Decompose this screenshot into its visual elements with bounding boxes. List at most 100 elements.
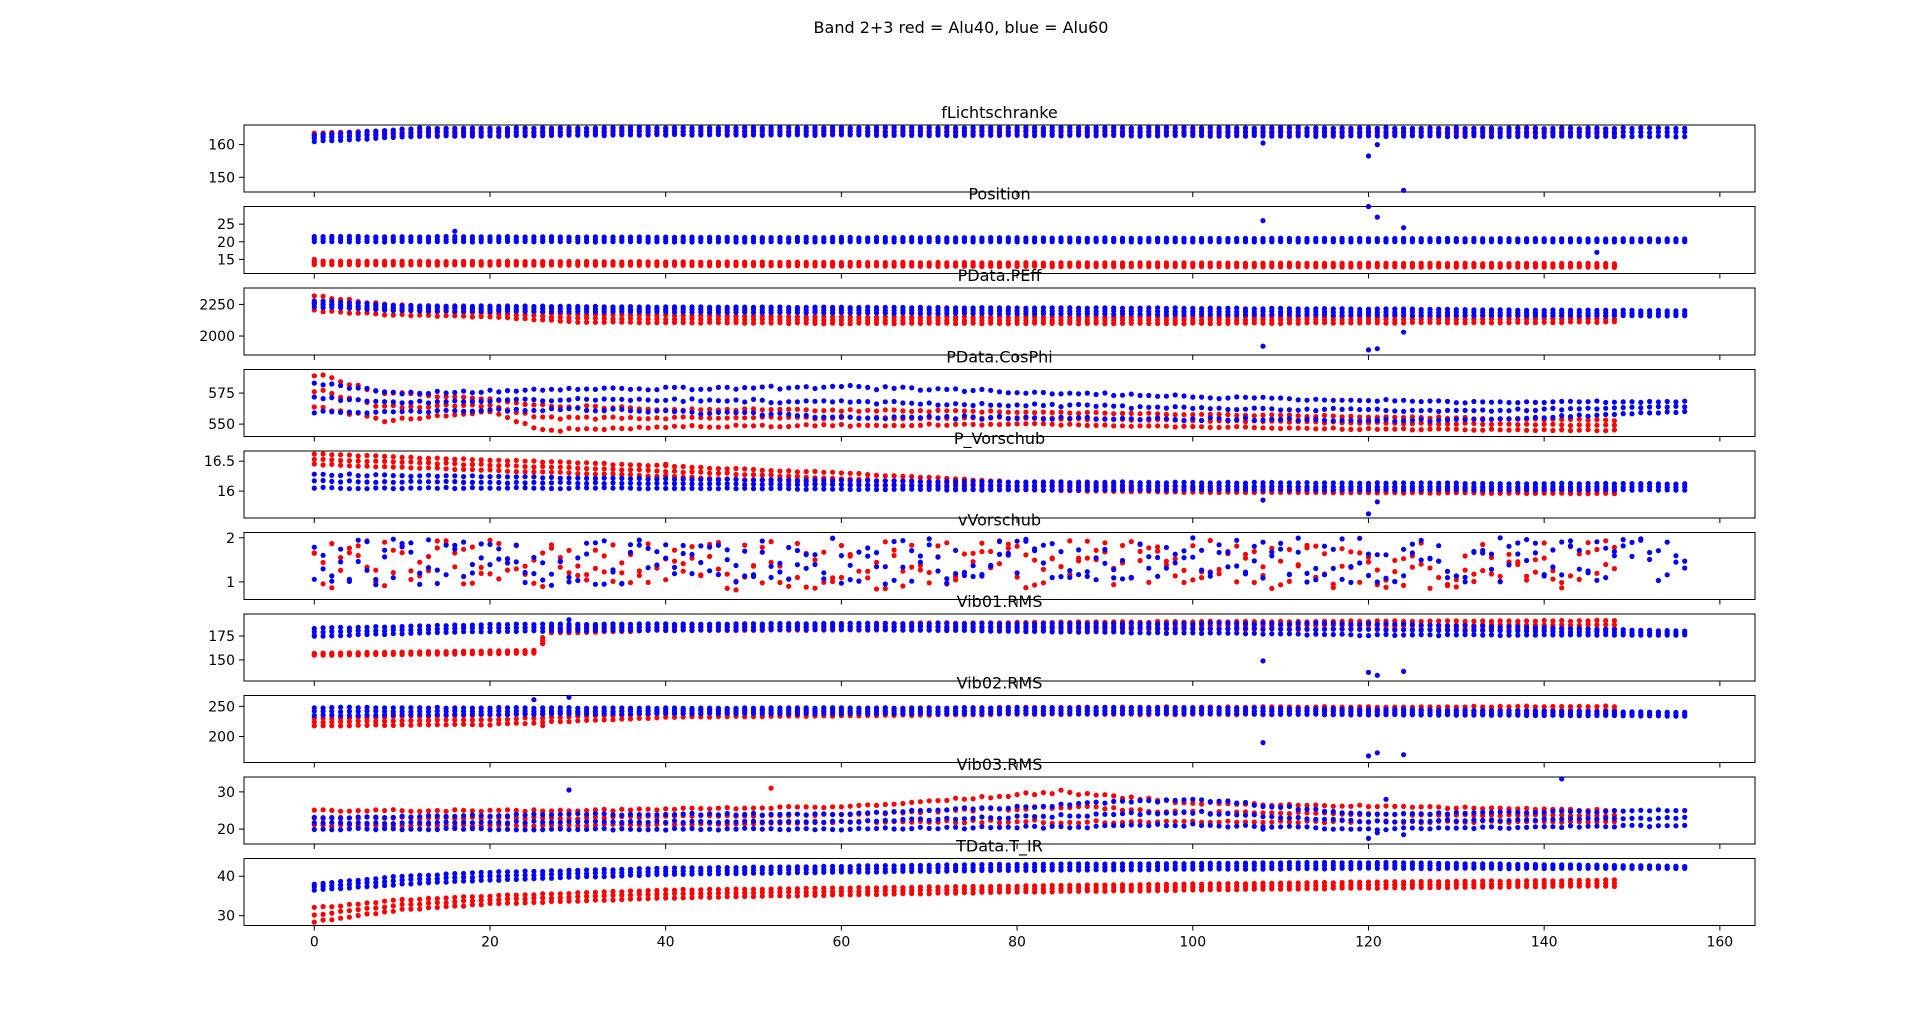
data-point <box>926 260 932 266</box>
data-point <box>1673 409 1679 416</box>
data-point <box>1515 416 1521 422</box>
data-point <box>1365 129 1372 135</box>
data-point <box>1172 479 1178 485</box>
data-point <box>1365 236 1372 242</box>
data-point <box>329 541 335 547</box>
data-point <box>1093 422 1099 428</box>
data-point <box>320 387 326 393</box>
data-point <box>373 479 379 485</box>
data-point <box>619 406 625 412</box>
data-point <box>364 258 370 264</box>
data-point <box>953 478 959 484</box>
data-point <box>1427 565 1433 571</box>
data-point <box>531 125 537 131</box>
data-point <box>504 414 511 421</box>
data-point-outlier <box>1401 187 1407 193</box>
data-point <box>1567 480 1574 486</box>
data-point <box>1067 235 1073 241</box>
data-point <box>1234 579 1240 585</box>
data-point <box>364 398 370 404</box>
data-point <box>742 385 748 391</box>
data-point <box>873 305 880 311</box>
data-point <box>1014 415 1020 422</box>
data-point <box>390 258 396 264</box>
data-point <box>742 399 748 405</box>
data-point <box>390 302 396 308</box>
data-point <box>1506 307 1512 313</box>
data-point <box>786 423 792 430</box>
data-point <box>417 479 423 485</box>
data-point <box>1014 390 1020 396</box>
data-point <box>1611 236 1617 242</box>
data-point <box>1278 395 1284 401</box>
data-point <box>1506 481 1512 487</box>
data-point <box>1401 397 1407 403</box>
data-point <box>1242 424 1249 430</box>
data-point <box>1304 397 1310 403</box>
data-point <box>1655 410 1661 416</box>
data-point <box>320 559 326 566</box>
data-point <box>1436 408 1442 414</box>
data-point <box>373 472 379 478</box>
data-point <box>504 388 511 394</box>
data-point <box>434 388 440 394</box>
data-point <box>1436 260 1442 266</box>
data-point <box>663 384 669 390</box>
data-point <box>636 124 642 130</box>
data-point <box>944 478 950 484</box>
data-point <box>803 584 809 590</box>
data-point <box>1295 413 1301 419</box>
data-point <box>478 408 484 414</box>
data-point <box>689 396 695 402</box>
data-point <box>1128 235 1134 241</box>
data-point <box>1506 421 1512 427</box>
data-point <box>970 129 976 135</box>
data-point <box>610 304 616 310</box>
data-point <box>1014 543 1020 549</box>
data-point <box>1172 412 1178 418</box>
data-point <box>1664 125 1670 131</box>
data-point <box>663 476 669 482</box>
data-point <box>1216 396 1222 402</box>
data-point <box>1251 413 1257 419</box>
data-point <box>1242 306 1249 312</box>
data-point <box>1234 480 1240 486</box>
data-point <box>1049 132 1055 138</box>
data-point <box>469 125 475 131</box>
data-point <box>1339 406 1345 412</box>
data-point <box>601 259 607 265</box>
data-point <box>1462 307 1468 313</box>
data-point <box>1111 479 1117 485</box>
data-point <box>935 407 941 413</box>
data-point <box>1155 235 1161 241</box>
data-point <box>979 416 985 422</box>
data-point <box>338 299 344 305</box>
data-point <box>601 426 607 433</box>
data-point <box>1304 260 1310 266</box>
data-point <box>865 482 871 488</box>
data-point <box>1321 260 1328 266</box>
data-point <box>487 387 493 393</box>
data-point <box>821 235 827 241</box>
data-point <box>346 463 352 469</box>
data-point <box>1207 305 1213 311</box>
data-point <box>1304 406 1310 412</box>
data-point <box>434 545 440 551</box>
data-point <box>1357 480 1363 486</box>
data-point <box>1278 407 1284 413</box>
data-point <box>355 385 361 391</box>
data-point <box>1655 307 1661 313</box>
data-point <box>1444 480 1451 486</box>
data-point <box>1093 125 1099 131</box>
data-point <box>1480 125 1486 131</box>
data-point <box>1682 134 1688 140</box>
data-point <box>865 399 871 405</box>
data-point <box>926 124 932 130</box>
data-point <box>619 480 625 486</box>
data-point <box>513 566 519 572</box>
data-point <box>1330 306 1336 312</box>
data-point <box>548 386 555 392</box>
data-point <box>1181 129 1187 135</box>
data-point <box>1321 412 1328 418</box>
data-point <box>1576 236 1582 242</box>
